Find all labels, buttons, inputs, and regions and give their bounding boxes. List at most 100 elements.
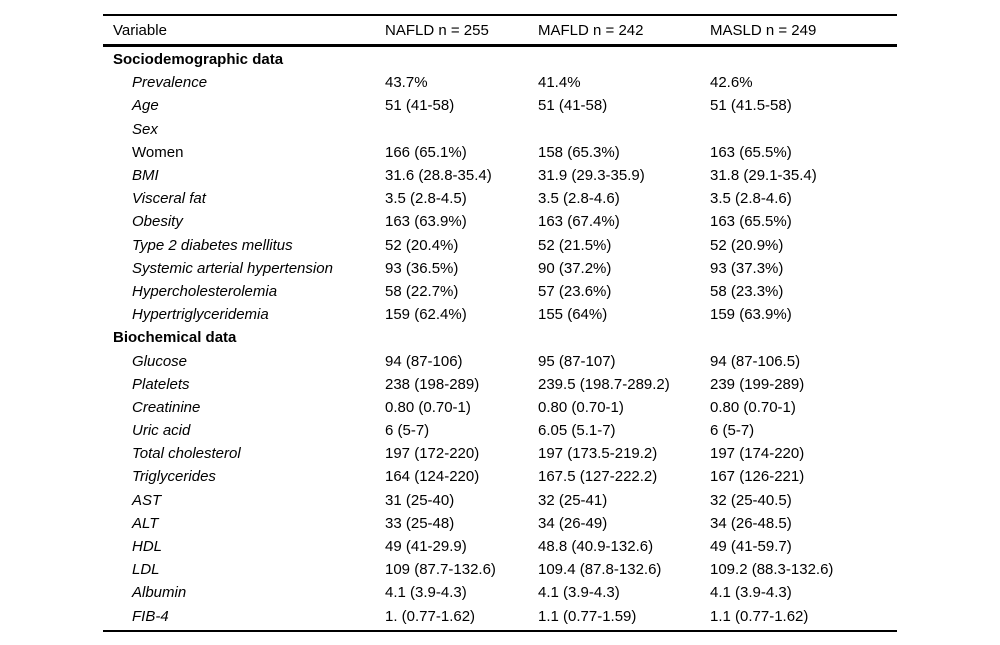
row-label: BMI [132,167,159,185]
table-row: Age 51 (41-58) 51 (41-58) 51 (41.5-58) [103,94,897,117]
table-row: Triglycerides 164 (124-220) 167.5 (127-222… [103,465,897,488]
column-header-mafld: MAFLD n = 242 [538,21,644,39]
value-cell: 58 (23.3%) [710,282,784,300]
value-cell: 163 (63.9%) [385,213,467,231]
table-row: Creatinine 0.80 (0.70-1) 0.80 (0.70-1) 0.80… [103,396,897,419]
table-row: AST 31 (25-40) 32 (25-41) 32 (25-40.5) [103,489,897,512]
value-cell: 32 (25-41) [538,491,608,509]
column-header-masld: MASLD n = 249 [710,21,817,39]
table-header-row: Variable NAFLD n = 255 MAFLD n = 242 MAS… [103,16,897,47]
section-title: Biochemical data [113,329,237,347]
value-cell: 93 (37.3%) [710,259,784,277]
value-cell: 51 (41-58) [538,97,608,115]
section-header-row: Sociodemographic data [103,48,897,71]
table-row: Hypertriglyceridemia 159 (62.4%) 155 (64%)… [103,303,897,326]
value-cell: 32 (25-40.5) [710,491,792,509]
clinical-data-table: Variable NAFLD n = 255 MAFLD n = 242 MAS… [103,14,897,632]
value-cell: 31 (25-40) [385,491,455,509]
row-label: LDL [132,561,160,579]
section-title: Sociodemographic data [113,51,284,69]
row-label: Type 2 diabetes mellitus [132,236,293,254]
value-cell: 42.6% [710,74,753,92]
row-label: Systemic arterial hypertension [132,259,333,277]
value-cell: 166 (65.1%) [385,143,467,161]
table-row: Hypercholesterolemia 58 (22.7%) 57 (23.6%)… [103,280,897,303]
value-cell: 239 (199-289) [710,375,805,393]
row-label: AST [132,491,162,509]
table-row: Type 2 diabetes mellitus 52 (20.4%) 52 (21… [103,234,897,257]
value-cell: 6 (5-7) [385,422,430,440]
value-cell: 1.1 (0.77-1.62) [710,607,809,625]
value-cell: 51 (41.5-58) [710,97,792,115]
value-cell: 93 (36.5%) [385,259,459,277]
table-row: Systemic arterial hypertension 93 (36.5%)… [103,257,897,280]
table-row: Obesity 163 (63.9%) 163 (67.4%) 163 (65.5%) [103,210,897,233]
row-label: Visceral fat [132,190,206,208]
value-cell: 239.5 (198.7-289.2) [538,375,670,393]
value-cell: 0.80 (0.70-1) [538,398,624,416]
row-label: FIB-4 [132,607,169,625]
value-cell: 3.5 (2.8-4.6) [710,190,792,208]
table-row: Platelets 238 (198-289) 239.5 (198.7-289.2… [103,373,897,396]
row-label: Sex [132,120,158,138]
row-label: Total cholesterol [132,445,241,463]
value-cell: 34 (26-49) [538,514,608,532]
value-cell: 159 (62.4%) [385,306,467,324]
value-cell: 197 (174-220) [710,445,805,463]
value-cell: 58 (22.7%) [385,282,459,300]
table-row: HDL 49 (41-29.9) 48.8 (40.9-132.6) 49 (41-5… [103,535,897,558]
row-label: ALT [132,514,159,532]
value-cell: 90 (37.2%) [538,259,612,277]
value-cell: 41.4% [538,74,581,92]
table-row: Visceral fat 3.5 (2.8-4.5) 3.5 (2.8-4.6) 3.… [103,187,897,210]
value-cell: 164 (124-220) [385,468,480,486]
row-label: Platelets [132,375,190,393]
value-cell: 155 (64%) [538,306,608,324]
value-cell: 52 (21.5%) [538,236,612,254]
value-cell: 167 (126-221) [710,468,805,486]
value-cell: 43.7% [385,74,428,92]
value-cell: 0.80 (0.70-1) [710,398,796,416]
value-cell: 167.5 (127-222.2) [538,468,658,486]
value-cell: 31.9 (29.3-35.9) [538,167,645,185]
value-cell: 197 (173.5-219.2) [538,445,658,463]
column-header-variable: Variable [113,21,167,39]
row-label: Obesity [132,213,183,231]
value-cell: 51 (41-58) [385,97,455,115]
value-cell: 31.8 (29.1-35.4) [710,167,817,185]
value-cell: 1. (0.77-1.62) [385,607,476,625]
value-cell: 4.1 (3.9-4.3) [710,584,792,602]
value-cell: 52 (20.4%) [385,236,459,254]
value-cell: 48.8 (40.9-132.6) [538,538,654,556]
row-label: Uric acid [132,422,191,440]
row-label: HDL [132,538,163,556]
row-label: Age [132,97,159,115]
value-cell: 52 (20.9%) [710,236,784,254]
value-cell: 4.1 (3.9-4.3) [538,584,620,602]
value-cell: 94 (87-106.5) [710,352,801,370]
table-row: Glucose 94 (87-106) 95 (87-107) 94 (87-106.… [103,349,897,372]
value-cell: 94 (87-106) [385,352,463,370]
value-cell: 197 (172-220) [385,445,480,463]
value-cell: 95 (87-107) [538,352,616,370]
column-header-nafld: NAFLD n = 255 [385,21,489,39]
table-row: LDL 109 (87.7-132.6) 109.4 (87.8-132.6) 109… [103,558,897,581]
table-row: Sex [103,118,897,141]
row-label: Triglycerides [132,468,216,486]
value-cell: 3.5 (2.8-4.6) [538,190,620,208]
value-cell: 0.80 (0.70-1) [385,398,471,416]
value-cell: 31.6 (28.8-35.4) [385,167,492,185]
value-cell: 3.5 (2.8-4.5) [385,190,467,208]
value-cell: 6.05 (5.1-7) [538,422,616,440]
row-label: Women [132,143,184,161]
table-row: BMI 31.6 (28.8-35.4) 31.9 (29.3-35.9) 31.8 … [103,164,897,187]
row-label: Glucose [132,352,188,370]
value-cell: 159 (63.9%) [710,306,792,324]
value-cell: 33 (25-48) [385,514,455,532]
value-cell: 163 (65.5%) [710,213,792,231]
table-row: Prevalence 43.7% 41.4% 42.6% [103,71,897,94]
value-cell: 158 (65.3%) [538,143,620,161]
value-cell: 57 (23.6%) [538,282,612,300]
table-row: FIB-4 1. (0.77-1.62) 1.1 (0.77-1.59) 1.1 (0… [103,605,897,628]
value-cell: 4.1 (3.9-4.3) [385,584,467,602]
